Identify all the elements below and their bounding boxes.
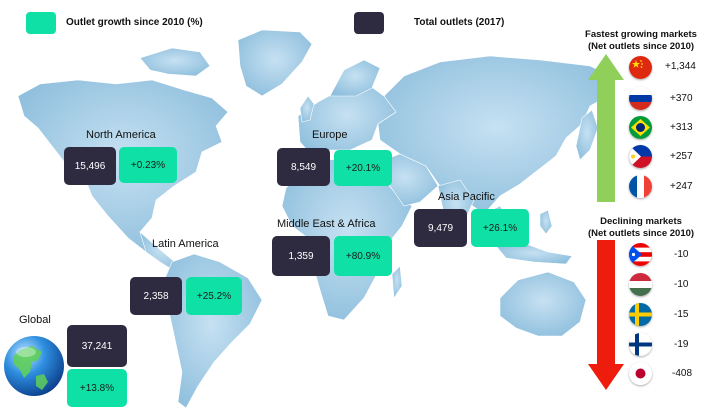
brazil-value: +313: [670, 122, 693, 133]
north-america-label: North America: [86, 129, 156, 141]
legend-total-swatch: [354, 12, 384, 34]
arctic-islands-shape: [139, 47, 211, 77]
middle-east-africa-label: Middle East & Africa: [277, 218, 376, 230]
australia-shape: [499, 271, 587, 337]
europe-total-box: 8,549: [277, 148, 330, 186]
latin-america-growth-box: +25.2%: [186, 277, 242, 315]
global-label: Global: [19, 314, 51, 326]
global-total-box: 37,241: [67, 325, 127, 367]
europe-growth-box: +20.1%: [334, 150, 392, 186]
france-value: +247: [670, 181, 693, 192]
global-growth-box: +13.8%: [67, 369, 127, 407]
france-flag-icon: [629, 175, 652, 198]
declining-markets-title-line1: Declining markets: [600, 216, 682, 227]
finland-flag-icon: [629, 333, 652, 356]
scandinavia-shape: [329, 59, 381, 97]
asia-pacific-total-box: 9,479: [414, 209, 467, 247]
growth-arrow-up: [588, 54, 624, 202]
globe-icon: [4, 336, 64, 396]
latin-america-total-box: 2,358: [130, 277, 182, 315]
fastest-growing-title-line2: (Net outlets since 2010): [587, 41, 695, 52]
brazil-flag-icon: [629, 116, 652, 139]
uk-shape: [299, 95, 315, 123]
russia-flag-icon: [629, 87, 652, 110]
philippines-islands-shape: [539, 209, 553, 235]
declining-markets-title: Declining markets (Net outlets since 201…: [577, 216, 705, 240]
finland-value: -19: [674, 339, 689, 350]
asia-pacific-growth-box: +26.1%: [471, 209, 529, 247]
fastest-growing-title-line1: Fastest growing markets: [585, 29, 697, 40]
north-america-growth-box: +0.23%: [119, 147, 177, 183]
madagascar-shape: [391, 265, 403, 299]
asia-shape: [377, 55, 617, 215]
philippines-value: +257: [670, 151, 693, 162]
puerto-rico-flag-icon: [629, 243, 652, 266]
legend-growth-label: Outlet growth since 2010 (%): [66, 17, 203, 28]
china-flag-icon: [629, 56, 652, 79]
philippines-flag-icon: [629, 145, 652, 168]
decline-arrow-down: [588, 240, 624, 390]
indonesia-shape: [495, 243, 573, 265]
japan-value: -408: [672, 368, 693, 379]
russia-value: +370: [670, 93, 693, 104]
asia-pacific-label: Asia Pacific: [438, 191, 495, 203]
declining-markets-title-line2: (Net outlets since 2010): [587, 228, 695, 239]
hungary-value: -10: [674, 279, 689, 290]
latin-america-label: Latin America: [152, 238, 219, 250]
europe-label: Europe: [312, 129, 348, 141]
legend-total-label: Total outlets (2017): [414, 17, 505, 28]
north-america-total-box: 15,496: [64, 147, 116, 185]
sweden-flag-icon: [629, 303, 652, 326]
china-value: +1,344: [665, 61, 696, 72]
greenland-shape: [237, 29, 313, 97]
hungary-flag-icon: [629, 273, 652, 296]
fastest-growing-title: Fastest growing markets (Net outlets sin…: [577, 29, 705, 53]
japan-shape: [575, 109, 599, 161]
middle-east-africa-growth-box: +80.9%: [334, 236, 392, 276]
middle-east-africa-total-box: 1,359: [272, 236, 330, 276]
japan-flag-icon: [629, 362, 652, 385]
puerto-rico-value: -10: [674, 249, 689, 260]
sweden-value: -15: [674, 309, 689, 320]
legend-growth-swatch: [26, 12, 56, 34]
